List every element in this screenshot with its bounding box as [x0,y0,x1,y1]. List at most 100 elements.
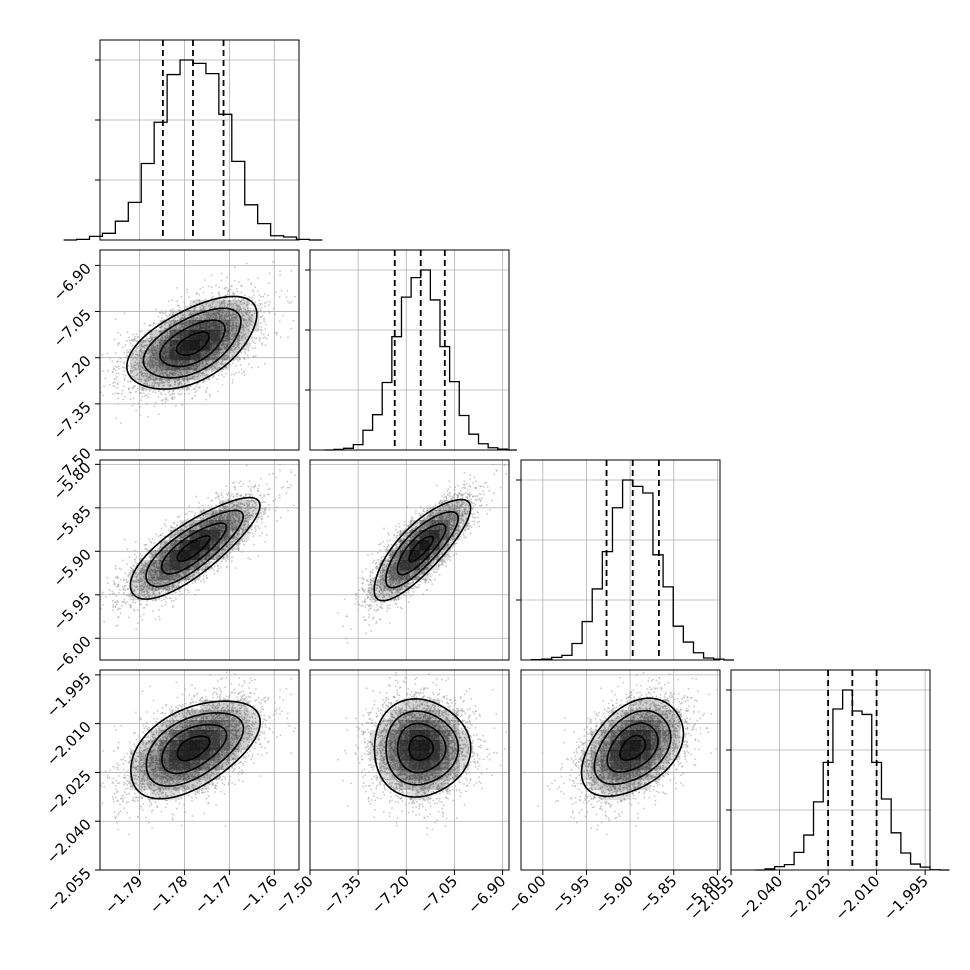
sample-point [235,287,238,290]
sample-point [245,304,248,307]
sample-point [172,311,175,314]
sample-point [166,315,169,318]
sample-point [205,374,208,377]
sample-point [205,313,208,316]
sample-point [178,382,181,385]
density-cell [229,320,240,331]
sample-point [121,389,124,392]
sample-point [184,305,187,308]
sample-point [262,333,265,336]
sample-point [196,298,198,301]
sample-point [241,334,244,337]
sample-point [257,329,260,331]
sample-point [129,369,132,372]
sample-point [232,291,235,294]
sample-point [259,322,262,324]
sample-point [241,339,243,342]
sample-point [122,366,125,369]
sample-point [140,380,143,383]
sample-point [158,370,161,373]
sample-point [139,392,141,395]
sample-point [230,285,233,288]
sample-point [279,273,282,276]
sample-point [259,309,262,312]
sample-point [152,343,155,346]
sample-point [129,380,132,383]
sample-point [137,368,140,370]
sample-point [175,525,178,527]
sample-point [156,344,159,347]
sample-point [275,333,278,336]
sample-point [117,403,120,405]
sample-point [112,384,115,387]
sample-point [240,297,243,300]
sample-point [239,364,242,366]
sample-point [131,387,134,389]
sample-point [175,328,178,331]
density-cell [149,350,160,361]
sample-point [108,357,111,359]
sample-point [117,397,120,400]
sample-point [252,535,255,538]
sample-point [238,305,240,308]
sample-point [223,305,226,308]
sample-point [258,299,261,302]
sample-point [257,310,260,313]
sample-point [124,602,127,605]
sample-point [223,298,226,301]
sample-point [164,591,167,594]
sample-point [192,365,195,368]
sample-point [263,311,266,313]
sample-point [232,362,234,365]
sample-point [135,374,138,377]
sample-point [113,381,116,384]
sample-point [119,357,121,359]
sample-point [151,384,153,386]
sample-point [189,385,192,388]
density-cell [229,350,240,361]
sample-point [226,293,229,296]
sample-point [140,342,143,345]
sample-point [253,309,256,312]
sample-point [149,373,152,376]
sample-point [224,354,227,357]
sample-point [248,363,250,366]
sample-point [133,356,136,359]
sample-point [255,337,258,340]
sample-point [195,495,198,498]
sample-point [128,391,131,394]
sample-point [165,396,167,399]
sample-point [130,354,133,357]
sample-point [220,494,223,497]
sample-point [207,359,209,362]
sample-point [149,540,152,543]
sample-point [224,315,227,318]
sample-point [140,374,143,377]
sample-point [252,321,254,324]
sample-point [151,382,154,384]
sample-point [138,405,141,408]
sample-point [189,305,192,308]
sample-point [166,380,169,383]
sample-point [145,358,148,361]
sample-point [137,402,140,405]
sample-point [148,393,150,395]
sample-point [235,365,238,367]
sample-point [210,370,213,373]
sample-point [220,363,223,366]
sample-point [241,372,244,375]
sample-point [255,354,257,357]
sample-point [112,393,114,395]
sample-point [173,392,176,395]
sample-point [116,342,119,345]
sample-point [170,299,173,302]
sample-point [267,515,270,518]
sample-point [101,353,104,356]
sample-point [228,351,231,353]
sample-point [275,291,278,294]
sample-point [282,314,285,317]
sample-point [261,343,264,346]
sample-point [150,324,152,327]
sample-point [250,317,253,320]
sample-point [252,341,255,343]
